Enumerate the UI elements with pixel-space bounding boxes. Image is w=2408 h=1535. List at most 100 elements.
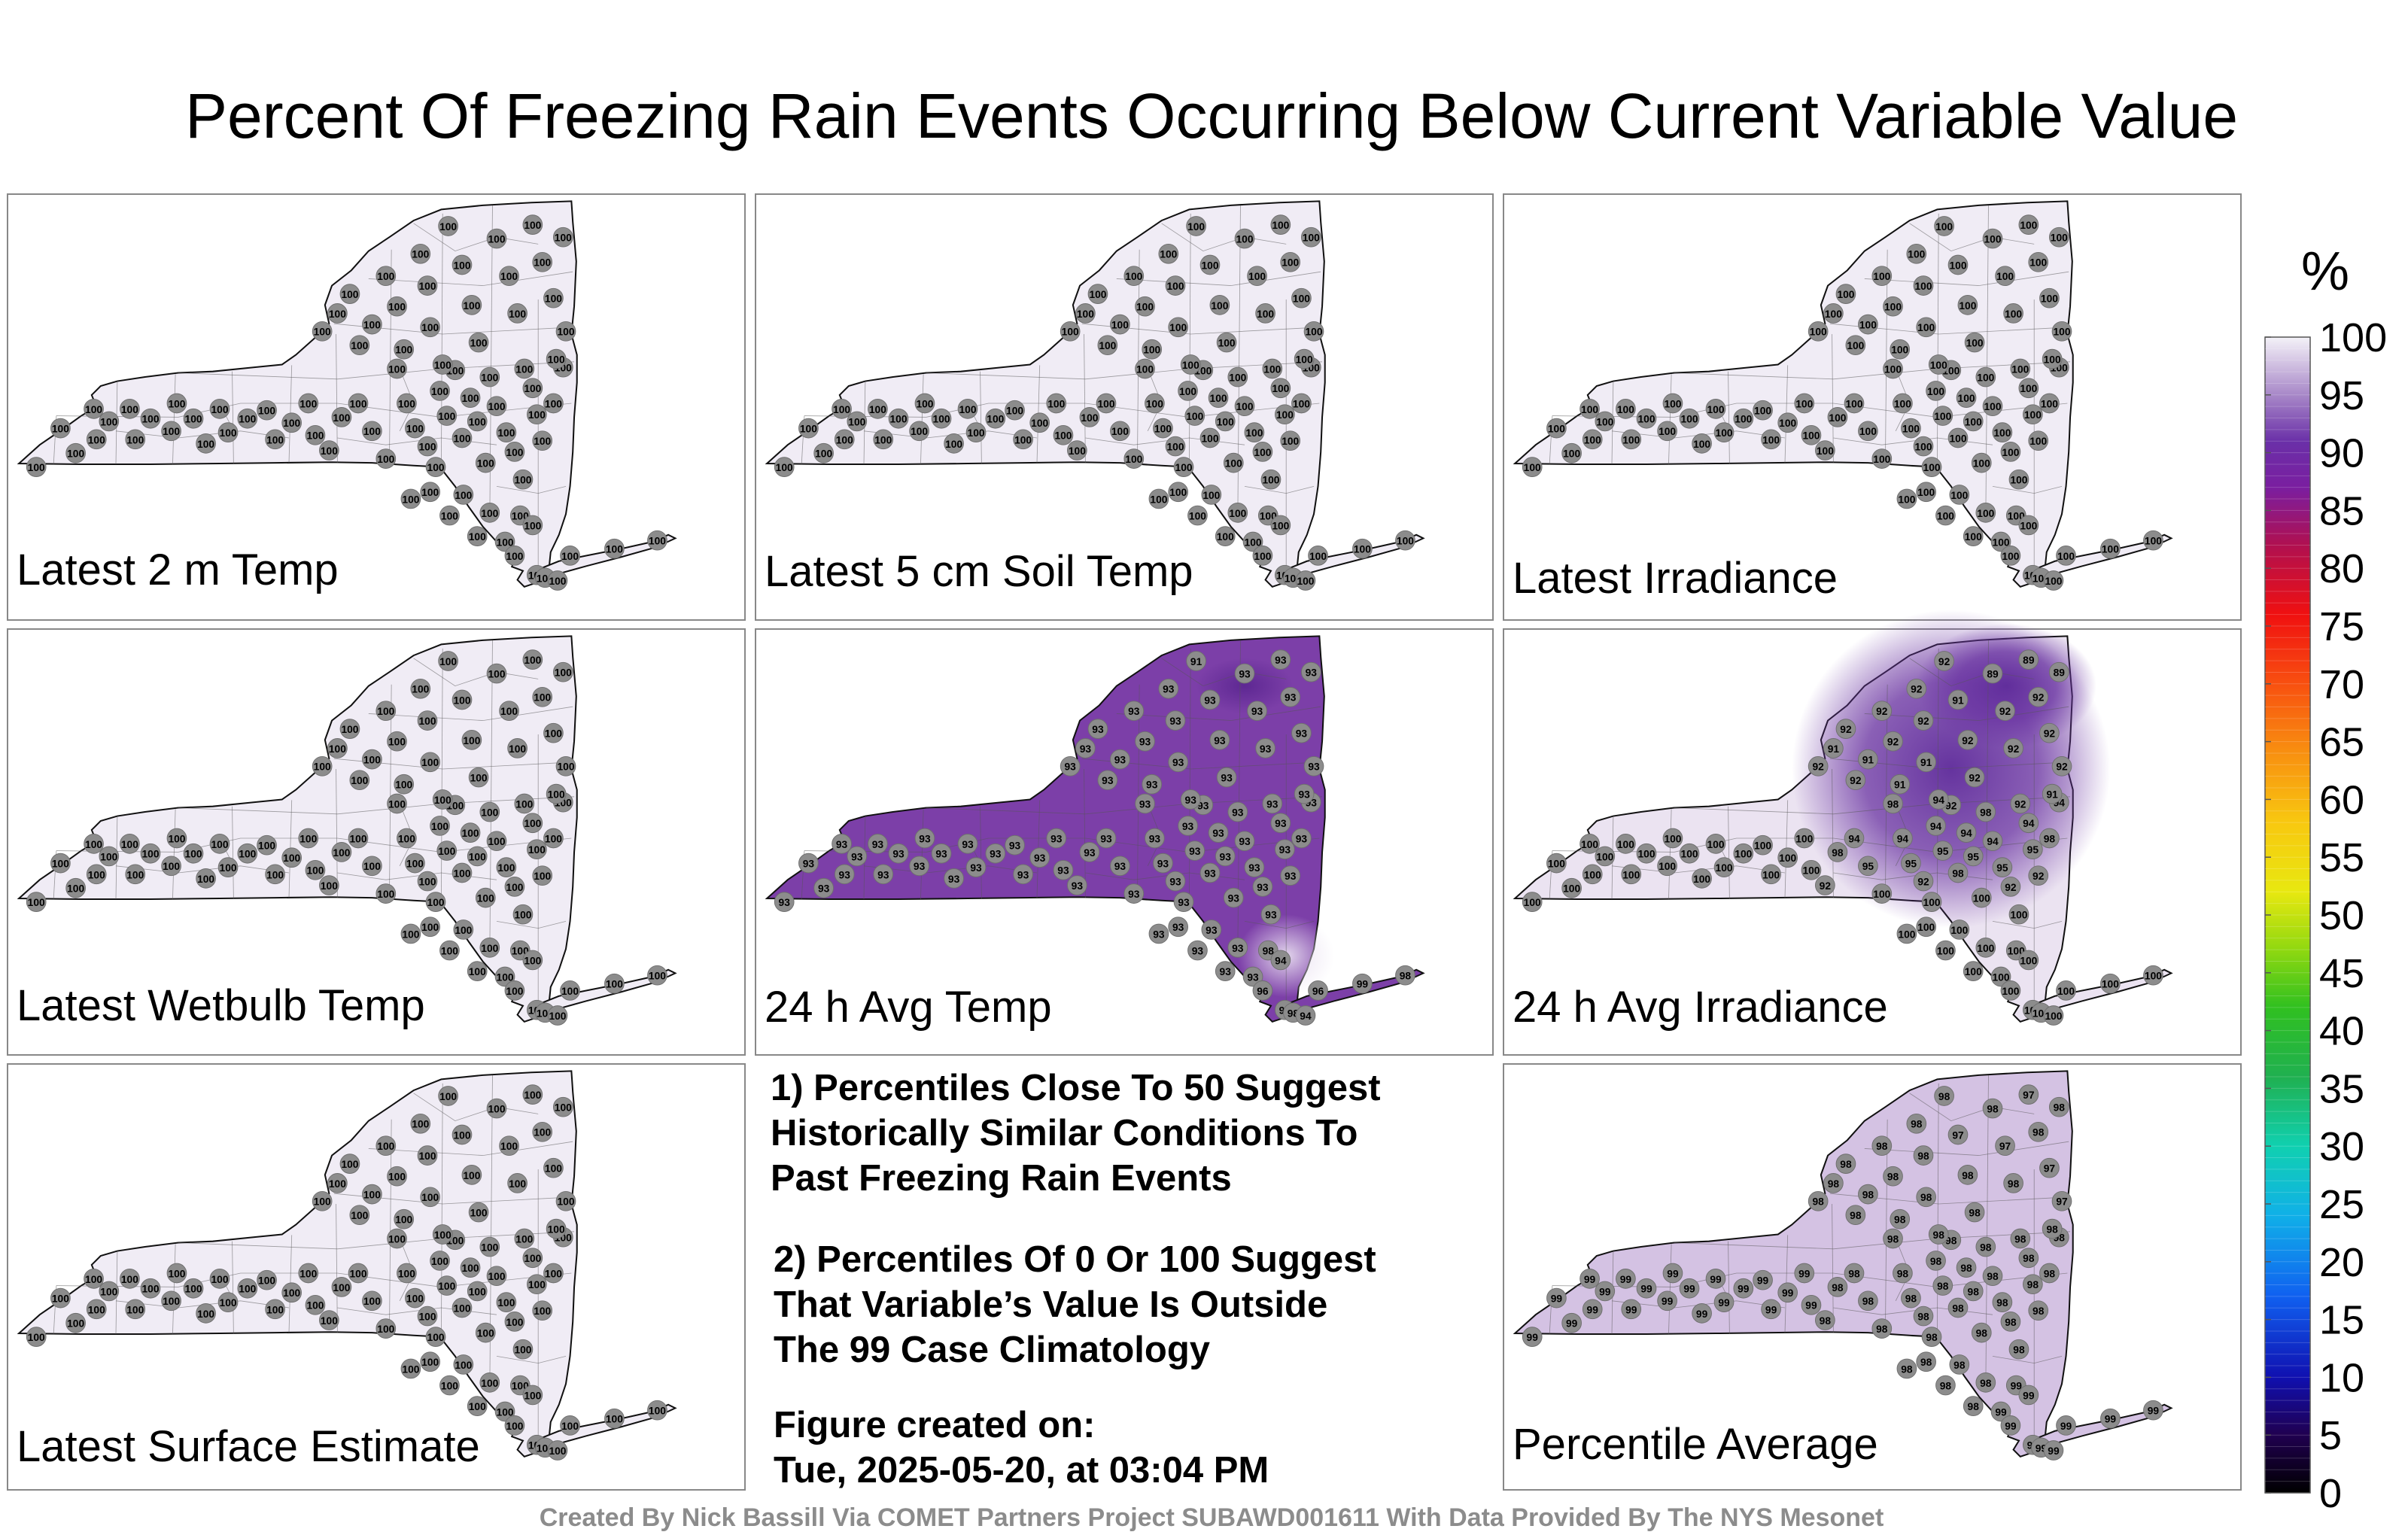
station-marker: 100 (349, 335, 370, 356)
station-marker: 100 (1135, 358, 1155, 379)
station-marker: 100 (467, 1281, 488, 1302)
station-value: 98 (1897, 1268, 1909, 1279)
station-value: 93 (1204, 868, 1216, 879)
station-value: 100 (1873, 271, 1890, 282)
station-value: 98 (1911, 1119, 1923, 1130)
station-value: 100 (333, 412, 350, 424)
station-marker: 100 (375, 701, 397, 722)
station-marker: 100 (834, 429, 855, 450)
panel-label: Latest Irradiance (1513, 554, 1838, 603)
station-marker: 93 (1300, 661, 1321, 682)
station-marker: 100 (1657, 856, 1677, 877)
station-marker: 100 (1733, 843, 1754, 864)
station-value: 100 (524, 383, 541, 394)
station-value: 98 (1933, 1230, 1945, 1241)
station-value: 100 (211, 404, 228, 415)
station-value: 100 (2010, 475, 2027, 486)
station-marker: 100 (86, 1299, 107, 1320)
station-marker: 100 (417, 1306, 438, 1327)
station-marker: 100 (1657, 421, 1677, 442)
station-marker: 100 (479, 503, 500, 523)
station-value: 100 (2053, 327, 2070, 338)
station-value: 100 (524, 1390, 541, 1401)
station-value: 92 (2044, 728, 2056, 740)
station-value: 100 (388, 737, 406, 748)
station-marker: 100 (909, 421, 929, 442)
station-marker: 100 (1916, 317, 1937, 338)
station-marker: 100 (120, 834, 140, 854)
station-marker: 100 (1963, 961, 1984, 981)
station-marker: 100 (1916, 482, 1937, 503)
station-value: 100 (67, 883, 84, 895)
station-marker: 98 (1934, 1086, 1954, 1106)
station-marker: 94 (1844, 828, 1865, 849)
station-value: 92 (2033, 692, 2045, 704)
station-value: 93 (1239, 668, 1251, 679)
station-marker: 98 (2023, 1274, 2043, 1295)
station-value: 100 (528, 409, 546, 421)
map-panel: 1001001001001001001001001001001001001001… (7, 1063, 746, 1491)
station-marker: 98 (1926, 1251, 1946, 1271)
colorbar-tick-label: 75 (2319, 604, 2364, 649)
station-marker: 100 (1947, 254, 1969, 275)
station-dot (439, 505, 460, 526)
station-value: 100 (168, 833, 185, 844)
station-marker: 100 (1713, 857, 1735, 877)
station-value: 100 (1146, 398, 1163, 409)
station-marker: 100 (1561, 442, 1582, 464)
station-value: 100 (1563, 883, 1580, 895)
station-marker: 100 (555, 1190, 576, 1211)
station-marker: 100 (486, 396, 507, 417)
station-marker: 99 (1801, 1294, 1822, 1315)
station-marker: 100 (362, 1290, 382, 1312)
station-marker: 100 (265, 864, 285, 885)
station-marker: 100 (405, 418, 425, 439)
station-marker: 100 (479, 1372, 500, 1393)
station-value: 100 (1257, 309, 1274, 320)
station-marker: 100 (430, 816, 450, 836)
station-marker: 100 (1692, 433, 1712, 454)
station-marker: 99 (1692, 1303, 1712, 1324)
station-marker: 100 (453, 1354, 474, 1375)
station-marker: 100 (420, 1351, 441, 1372)
station-marker: 100 (1561, 877, 1582, 898)
station-value: 93 (1308, 761, 1320, 773)
station-value: 100 (1210, 393, 1227, 404)
station-marker: 100 (86, 864, 107, 885)
station-marker: 100 (65, 442, 86, 464)
station-marker: 93 (847, 846, 868, 867)
station-marker: 100 (467, 526, 488, 546)
station-marker: 100 (1199, 254, 1221, 275)
station-value: 98 (1926, 1332, 1938, 1343)
colorbar-tick-label: 60 (2319, 777, 2364, 822)
station-marker: 100 (507, 738, 528, 758)
station-dot (375, 448, 397, 469)
station-marker: 100 (425, 892, 446, 912)
contour-low (1916, 623, 2096, 749)
station-value: 100 (438, 411, 455, 422)
station-value: 100 (402, 494, 419, 505)
station-value: 100 (266, 434, 284, 445)
station-marker: 98 (1883, 1166, 1903, 1187)
station-value: 99 (1757, 1275, 1769, 1287)
station-value: 100 (341, 289, 358, 300)
station-value: 100 (561, 1421, 579, 1432)
station-value: 98 (2013, 1345, 2025, 1356)
station-value: 100 (1917, 922, 1935, 933)
station-value: 93 (1204, 695, 1216, 706)
station-value: 100 (1884, 363, 1902, 375)
station-marker: 98 (1975, 1372, 1996, 1393)
station-dot (50, 418, 71, 439)
station-value: 100 (28, 462, 45, 473)
station-marker: 100 (2051, 321, 2072, 342)
station-marker: 100 (1801, 859, 1822, 880)
station-marker: 100 (475, 452, 496, 473)
station-value: 100 (1802, 865, 1820, 877)
station-value: 100 (1664, 833, 1681, 844)
station-value: 92 (2008, 743, 2020, 755)
station-marker: 100 (2010, 358, 2031, 379)
station-dot (417, 436, 438, 457)
station-value: 100 (606, 1414, 623, 1425)
station-value: 100 (197, 874, 214, 885)
station-marker: 100 (436, 406, 458, 426)
